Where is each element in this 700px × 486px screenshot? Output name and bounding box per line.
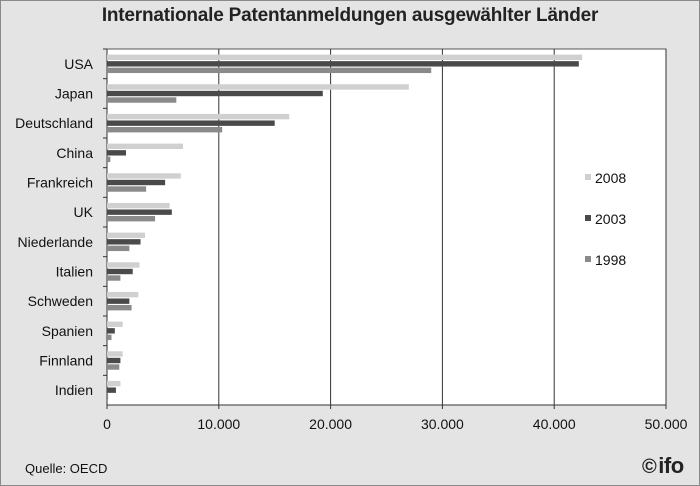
bar-1998-usa xyxy=(107,67,432,74)
category-label-frankreich: Frankreich xyxy=(27,175,93,191)
bar-1998-frankreich xyxy=(107,186,147,192)
bar-2008-spanien xyxy=(107,321,123,328)
source-note: Quelle: OECD xyxy=(25,461,108,476)
bar-2003-usa xyxy=(107,61,579,67)
category-label-japan: Japan xyxy=(55,86,93,102)
chart-title: Internationale Patentanmeldungen ausgewä… xyxy=(101,5,599,26)
legend-label-2008: 2008 xyxy=(595,170,626,186)
bar-2003-spanien xyxy=(107,328,115,334)
legend-swatch-1998 xyxy=(585,256,591,262)
bar-2003-japan xyxy=(107,90,323,97)
category-label-niederlande: Niederlande xyxy=(18,234,94,250)
x-tick-label: 10.000 xyxy=(197,416,240,432)
bar-2008-china xyxy=(107,143,184,150)
bar-1998-schweden xyxy=(107,304,132,311)
legend-swatch-2003 xyxy=(585,215,591,221)
bar-1998-uk xyxy=(107,215,156,222)
plot-area xyxy=(106,48,667,406)
bar-1998-china xyxy=(107,156,111,163)
x-tick-label: 50.000 xyxy=(645,416,688,432)
bar-2003-indien xyxy=(107,387,116,393)
bar-2003-italien xyxy=(107,268,133,275)
bar-2008-italien xyxy=(107,262,140,268)
category-label-indien: Indien xyxy=(55,382,93,398)
category-label-usa: USA xyxy=(64,56,93,72)
ifo-logo: ©ifo xyxy=(642,453,684,478)
bar-1998-japan xyxy=(107,97,177,103)
category-label-spanien: Spanien xyxy=(42,323,93,339)
category-label-finnland: Finnland xyxy=(39,353,93,369)
bar-2008-uk xyxy=(107,202,170,209)
category-label-china: China xyxy=(56,145,93,161)
x-tick-label: 0 xyxy=(103,416,111,432)
bar-2008-niederlande xyxy=(107,232,146,239)
bar-2003-finnland xyxy=(107,357,121,364)
bar-1998-indien xyxy=(107,393,109,400)
x-tick-label: 20.000 xyxy=(309,416,352,432)
category-label-italien: Italien xyxy=(56,264,93,280)
bar-2008-finnland xyxy=(107,351,123,357)
bar-1998-finnland xyxy=(107,364,120,370)
category-label-schweden: Schweden xyxy=(28,293,93,309)
bar-2003-china xyxy=(107,150,127,156)
category-label-uk: UK xyxy=(74,204,94,220)
bar-1998-deutschland xyxy=(107,126,223,133)
bar-2008-usa xyxy=(107,54,583,61)
bar-2003-deutschland xyxy=(107,120,275,126)
legend-label-2003: 2003 xyxy=(595,211,626,227)
bar-2003-niederlande xyxy=(107,239,141,245)
bar-2008-indien xyxy=(107,380,121,387)
bar-2008-deutschland xyxy=(107,113,290,120)
bar-2008-frankreich xyxy=(107,173,181,179)
bar-2008-japan xyxy=(107,84,409,90)
legend-label-1998: 1998 xyxy=(595,252,626,268)
bar-2003-frankreich xyxy=(107,179,166,186)
x-tick-label: 30.000 xyxy=(421,416,464,432)
category-label-deutschland: Deutschland xyxy=(15,115,93,131)
bar-2003-schweden xyxy=(107,298,130,304)
bar-2003-uk xyxy=(107,209,172,215)
x-tick-label: 40.000 xyxy=(533,416,576,432)
bar-1998-niederlande xyxy=(107,245,130,252)
bar-2008-schweden xyxy=(107,291,139,298)
bar-1998-italien xyxy=(107,275,121,281)
bar-1998-spanien xyxy=(107,334,112,341)
legend-swatch-2008 xyxy=(585,174,591,180)
